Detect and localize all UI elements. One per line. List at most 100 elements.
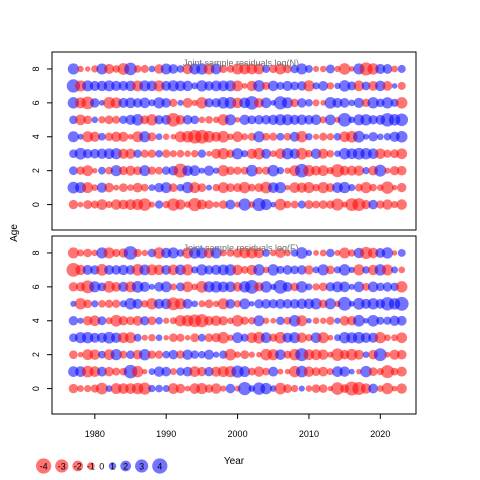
bubble-age5-year2019 — [367, 298, 379, 310]
bubble-age0-year2019 — [368, 383, 379, 394]
bubble-age2-year1977 — [69, 166, 78, 176]
bubble-age6-year2018 — [362, 282, 371, 291]
bubble-age5-year1980 — [91, 300, 99, 308]
bubble-age0-year2010 — [305, 385, 313, 392]
bubble-age4-year2006 — [276, 316, 285, 326]
bubble-age4-year2013 — [326, 133, 334, 141]
bubble-age5-year2017 — [353, 297, 365, 310]
bubble-age3-year1993 — [184, 150, 191, 158]
bubble-age7-year2021 — [382, 81, 393, 91]
bubble-age2-year1999 — [224, 348, 237, 361]
bubble-age0-year2017 — [352, 198, 366, 212]
bubble-age8-year2012 — [319, 65, 327, 73]
bubble-age0-year2014 — [331, 198, 344, 211]
bubble-age5-year2004 — [261, 115, 271, 125]
y-tick-label-8: 8 — [31, 66, 41, 71]
bubble-age5-year1989 — [154, 115, 164, 125]
bubble-age5-year2007 — [281, 114, 294, 126]
bubble-age1-year2023 — [397, 182, 407, 193]
bubble-age3-year2006 — [274, 331, 287, 344]
bubble-age7-year2009 — [297, 265, 307, 275]
bubble-age2-year2016 — [345, 348, 358, 361]
bubble-age1-year1986 — [132, 182, 143, 193]
bubble-age4-year2022 — [389, 315, 400, 326]
bubble-age5-year2008 — [289, 298, 300, 309]
bubble-age6-year1992 — [175, 282, 185, 292]
bubble-age0-year2019 — [368, 199, 378, 210]
bubble-age7-year2017 — [353, 80, 365, 92]
bubble-age6-year2019 — [367, 97, 379, 109]
bubble-age4-year2015 — [339, 315, 350, 326]
bubble-age6-year1991 — [169, 98, 178, 107]
bubble-age5-year2003 — [254, 115, 264, 125]
bubble-age4-year1996 — [204, 315, 214, 326]
bubble-age2-year1985 — [125, 165, 136, 176]
bubble-age4-year1977 — [68, 316, 79, 326]
y-axis-title: Age — [9, 224, 20, 242]
bubble-age7-year1979 — [82, 80, 94, 92]
bubble-age2-year2005 — [267, 164, 280, 177]
bubble-age8-year1985 — [123, 246, 138, 260]
bubble-age4-year2023 — [396, 315, 407, 326]
bubble-age2-year2021 — [384, 167, 391, 174]
bubble-age3-year1992 — [176, 333, 185, 342]
bubble-age5-year1978 — [75, 114, 86, 126]
bubble-age7-year2010 — [304, 265, 314, 275]
legend-bubble-1 — [108, 462, 117, 470]
bubble-age2-year2018 — [362, 351, 370, 359]
y-tick-label-4: 4 — [31, 318, 41, 323]
bubble-age8-year1990 — [160, 63, 172, 75]
bubble-age3-year1996 — [204, 333, 214, 343]
bubble-age2-year1989 — [155, 166, 163, 175]
bubble-age4-year2011 — [313, 133, 320, 140]
bubble-age2-year1981 — [98, 350, 106, 359]
bubble-age5-year1984 — [119, 115, 128, 124]
bubble-age0-year2021 — [381, 382, 394, 395]
bubble-age0-year1992 — [175, 383, 186, 394]
bubble-age2-year2003 — [256, 351, 262, 358]
bubble-age8-year1991 — [168, 64, 179, 74]
bubble-age1-year2017 — [356, 368, 362, 375]
bubbles-logF — [66, 246, 409, 396]
bubble-age8-year1997 — [210, 247, 222, 259]
bubble-age0-year1998 — [218, 200, 228, 209]
bubble-age5-year2015 — [337, 296, 352, 311]
bubble-age6-year1990 — [161, 97, 172, 108]
bubble-age3-year1999 — [227, 334, 234, 341]
bubble-age4-year2017 — [353, 314, 365, 327]
bubble-age2-year1994 — [190, 350, 199, 359]
bubble-age3-year1998 — [217, 148, 229, 160]
bubble-age1-year2010 — [303, 366, 315, 377]
bubble-age3-year1991 — [169, 333, 178, 342]
bubble-age7-year2012 — [318, 80, 329, 91]
bubble-age3-year1995 — [197, 149, 207, 158]
bubble-age1-year2013 — [326, 368, 334, 376]
bubble-age7-year2004 — [262, 81, 271, 90]
bubble-age1-year2001 — [239, 366, 251, 378]
bubble-age4-year2023 — [395, 130, 408, 143]
bubble-age4-year1999 — [227, 133, 234, 141]
bubble-age6-year2023 — [395, 97, 408, 109]
bubble-age0-year2010 — [304, 200, 314, 210]
bubble-age7-year1979 — [82, 264, 93, 275]
bubble-age5-year2009 — [296, 114, 308, 126]
bubble-age0-year2021 — [382, 199, 393, 210]
bubble-age0-year1995 — [196, 199, 207, 210]
bubble-age6-year2002 — [245, 280, 259, 294]
bubble-age8-year2003 — [253, 63, 265, 75]
bubble-age5-year2016 — [348, 116, 356, 124]
bubble-age1-year2002 — [247, 367, 256, 376]
bubble-age0-year1995 — [196, 383, 208, 395]
bubble-age0-year2009 — [297, 200, 306, 209]
bubble-age3-year2021 — [383, 149, 392, 158]
bubble-age3-year1980 — [89, 332, 100, 343]
bubble-age7-year2023 — [397, 81, 406, 90]
bubble-age3-year1986 — [133, 149, 142, 158]
bubble-age8-year2012 — [319, 249, 327, 257]
bubble-age6-year1990 — [160, 281, 172, 293]
bubble-age5-year1983 — [112, 115, 121, 124]
bubble-age0-year1994 — [188, 198, 202, 212]
bubble-age3-year1991 — [169, 150, 177, 158]
bubble-age5-year1982 — [104, 115, 114, 125]
